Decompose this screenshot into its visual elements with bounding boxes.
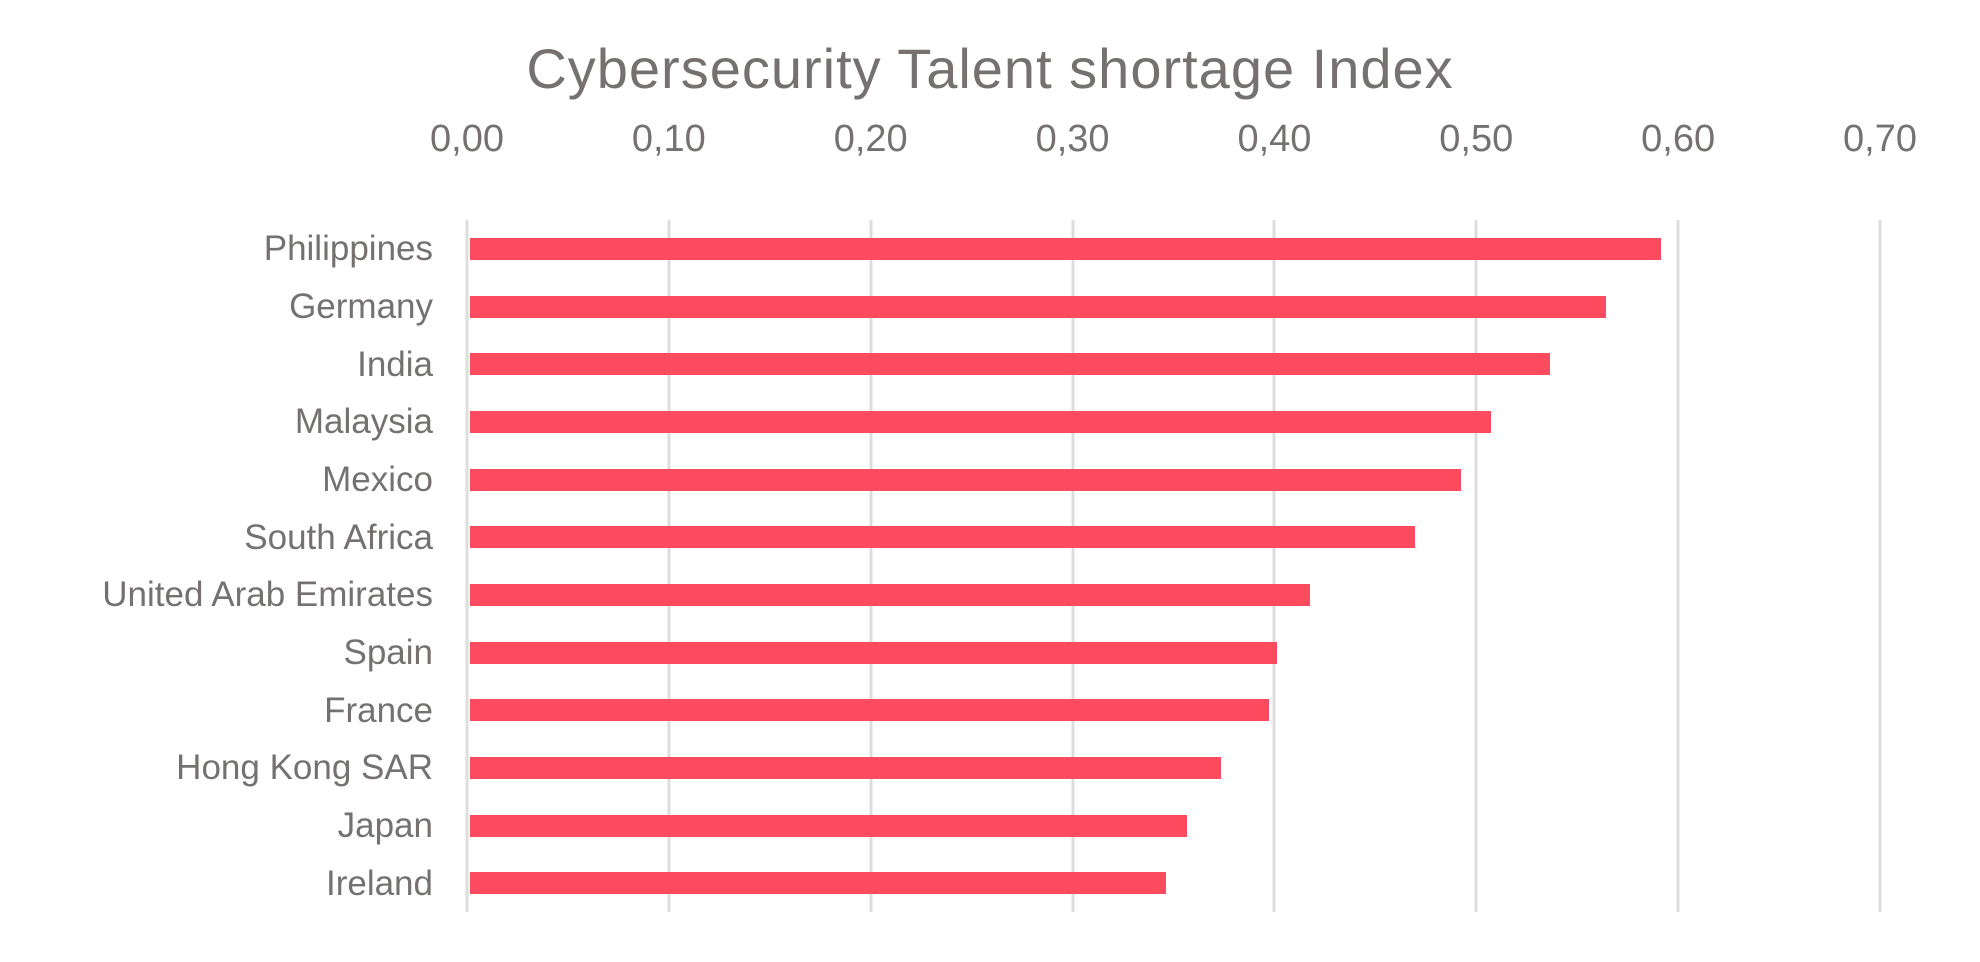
- y-axis-category-labels: Philippines Germany India Malaysia Mexico Sou…: [0, 220, 433, 912]
- bar-row: [467, 508, 1880, 566]
- bar-france: [470, 699, 1270, 722]
- bar-malaysia: [470, 410, 1492, 433]
- category-label: Mexico: [322, 460, 433, 500]
- bar-philippines: [470, 237, 1661, 260]
- y-label-row: Japan: [0, 797, 433, 855]
- bar-row: [467, 278, 1880, 336]
- y-label-row: Mexico: [0, 451, 433, 509]
- bar-south-africa: [470, 526, 1415, 549]
- bar-row: [467, 797, 1880, 855]
- gridline: [1474, 220, 1478, 912]
- x-axis-tick-label: 0,40: [1237, 118, 1312, 160]
- bar-ireland: [470, 872, 1167, 895]
- bar-united-arab-emirates: [470, 583, 1310, 606]
- category-label: Philippines: [263, 229, 433, 269]
- x-axis-tick-label: 0,20: [833, 118, 908, 160]
- bar-row: [467, 739, 1880, 797]
- bar-row: [467, 681, 1880, 739]
- y-label-row: United Arab Emirates: [0, 566, 433, 624]
- bars-layer: [467, 220, 1880, 912]
- category-label: United Arab Emirates: [102, 575, 433, 615]
- category-label: South Africa: [244, 517, 433, 557]
- bar-row: [467, 393, 1880, 451]
- gridline: [1676, 220, 1680, 912]
- bar-row: [467, 451, 1880, 509]
- x-axis-tick-label: 0,50: [1439, 118, 1514, 160]
- y-label-row: Spain: [0, 624, 433, 682]
- y-label-row: Malaysia: [0, 393, 433, 451]
- bar-india: [470, 353, 1550, 376]
- category-label: Spain: [343, 633, 433, 673]
- x-axis-tick-label: 0,10: [631, 118, 706, 160]
- gridline: [465, 220, 469, 912]
- y-label-row: South Africa: [0, 508, 433, 566]
- bar-germany: [470, 295, 1607, 318]
- y-label-row: India: [0, 335, 433, 393]
- bar-row: [467, 220, 1880, 278]
- x-axis-tick-label: 0,70: [1843, 118, 1917, 160]
- y-label-row: Germany: [0, 278, 433, 336]
- category-label: Japan: [337, 806, 433, 846]
- x-axis-tick-label: 0,30: [1035, 118, 1110, 160]
- gridline: [667, 220, 671, 912]
- gridline: [869, 220, 873, 912]
- category-label: Germany: [289, 287, 433, 326]
- category-label: France: [324, 690, 433, 730]
- x-axis-tick-label: 0,60: [1641, 118, 1716, 160]
- y-label-row: Philippines: [0, 220, 433, 278]
- bar-mexico: [470, 468, 1462, 491]
- y-label-row: France: [0, 681, 433, 739]
- bar-japan: [470, 814, 1187, 837]
- bar-row: [467, 854, 1880, 912]
- category-label: Malaysia: [294, 402, 433, 442]
- bar-row: [467, 624, 1880, 682]
- gridline: [1272, 220, 1276, 912]
- category-label: Hong Kong SAR: [176, 748, 433, 788]
- bar-spain: [470, 641, 1278, 664]
- bar-row: [467, 335, 1880, 393]
- chart-title: Cybersecurity Talent shortage Index: [526, 37, 1454, 100]
- bar-hong-kong-sar: [470, 756, 1221, 779]
- y-label-row: Hong Kong SAR: [0, 739, 433, 797]
- x-axis-tick-label: 0,00: [430, 118, 504, 160]
- plot-area: [465, 220, 1882, 912]
- y-label-row: Ireland: [0, 854, 433, 912]
- x-axis: 0,00 0,10 0,20 0,30 0,40 0,50 0,60 0,70: [430, 118, 1917, 164]
- category-label: Ireland: [325, 863, 433, 903]
- gridline: [1071, 220, 1075, 912]
- gridline: [1878, 220, 1882, 912]
- category-label: India: [357, 344, 433, 384]
- bar-row: [467, 566, 1880, 624]
